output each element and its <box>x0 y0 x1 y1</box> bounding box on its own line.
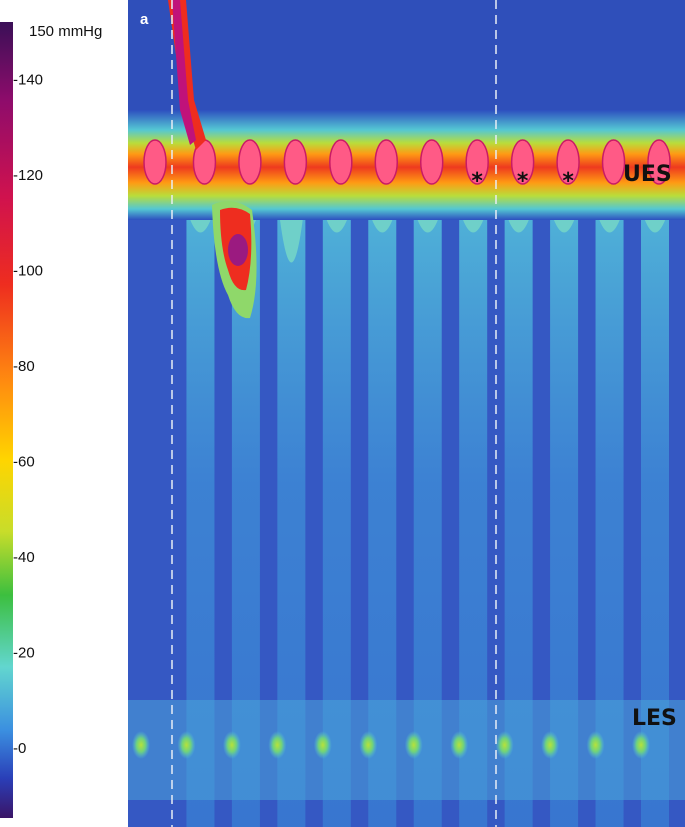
les-spot <box>404 731 423 759</box>
les-spot <box>268 731 287 759</box>
colorbar-tick-label: -20 <box>13 645 35 662</box>
les-spot <box>313 731 332 759</box>
ues-peak <box>143 139 167 185</box>
ues-peak <box>419 139 444 185</box>
ues-peak <box>283 139 308 185</box>
colorbar-tick-label: -140 <box>13 72 43 89</box>
les-spot <box>541 731 560 759</box>
ues-label: UES <box>623 162 672 187</box>
ues-pressure-band <box>128 110 685 220</box>
colorbar-tick-label: -100 <box>13 263 43 280</box>
ues-peak <box>329 139 353 185</box>
les-spot <box>359 731 378 759</box>
asterisk-annotation: * <box>471 169 483 194</box>
ues-peak <box>374 139 399 185</box>
post-swallow-bolus-peak <box>228 234 248 266</box>
ues-peak <box>601 139 626 185</box>
les-spot <box>222 731 241 759</box>
colorbar-ticks: -140 -120 -100 -80 -60 -40 -20 -0 <box>13 72 43 757</box>
asterisk-annotations: * * * <box>471 169 574 194</box>
les-spots <box>132 731 650 759</box>
ues-peak <box>510 139 535 185</box>
asterisk-annotation: * <box>517 169 529 194</box>
les-spot <box>177 731 196 759</box>
colorbar-tick-label: -40 <box>13 549 35 566</box>
colorbar <box>0 22 13 818</box>
panel-letter: a <box>140 11 149 28</box>
swallow-artifact-core <box>172 0 196 145</box>
les-spot <box>495 731 514 759</box>
colorbar-tick-label: -60 <box>13 454 35 471</box>
les-spot <box>450 731 469 759</box>
swallow-tail <box>279 215 304 263</box>
colorbar-tick-label: -120 <box>13 167 43 184</box>
les-label: LES <box>632 706 677 731</box>
asterisk-annotation: * <box>562 169 574 194</box>
colorbar-unit-label: 150 mmHg <box>29 23 102 40</box>
les-spot <box>632 731 650 759</box>
les-spot <box>132 731 150 759</box>
ues-peak <box>465 139 489 185</box>
ues-peak <box>556 139 580 185</box>
ues-peak <box>238 139 262 185</box>
ues-peak <box>647 139 671 185</box>
colorbar-tick-label: -80 <box>13 358 35 375</box>
ues-peaks <box>143 139 671 185</box>
les-spot <box>586 731 605 759</box>
colorbar-tick-label: -0 <box>13 740 26 757</box>
heatmap-panel <box>128 0 685 827</box>
